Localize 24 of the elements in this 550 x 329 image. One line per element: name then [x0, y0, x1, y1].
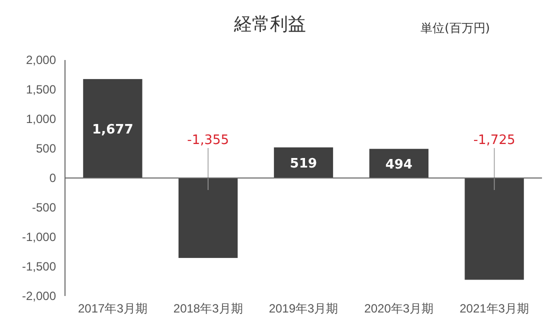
y-tick-label: -500 [32, 200, 56, 214]
y-tick-label: 1,500 [26, 82, 56, 96]
data-label: -1,725 [473, 133, 516, 148]
bar [178, 178, 238, 258]
y-tick-label: 1,000 [26, 112, 56, 126]
y-tick-label: -2,000 [22, 288, 56, 303]
y-tick-label: -1,000 [22, 230, 56, 244]
bar [464, 178, 524, 280]
text: 単位(百万円) [420, 21, 490, 35]
x-tick-label: 2020年3月期 [364, 302, 434, 316]
y-tick-label: 500 [36, 141, 56, 156]
chart-title: 経常利益 [233, 14, 306, 35]
y-tick-label: 2,000 [26, 52, 56, 67]
x-tick-label: 2019年3月期 [268, 302, 338, 316]
x-tick-label: 2021年3月期 [460, 302, 529, 316]
data-label: 494 [385, 157, 412, 172]
bar [83, 79, 142, 178]
data-label: -1,355 [187, 133, 230, 148]
y-tick-label: 0 [49, 170, 56, 185]
data-label: 1,677 [92, 122, 134, 138]
x-tick-label: 2017年3月期 [78, 302, 148, 316]
data-label: 519 [290, 156, 318, 172]
x-tick-label: 2018年3月期 [173, 302, 243, 316]
y-tick-label: -1,500 [22, 259, 56, 274]
